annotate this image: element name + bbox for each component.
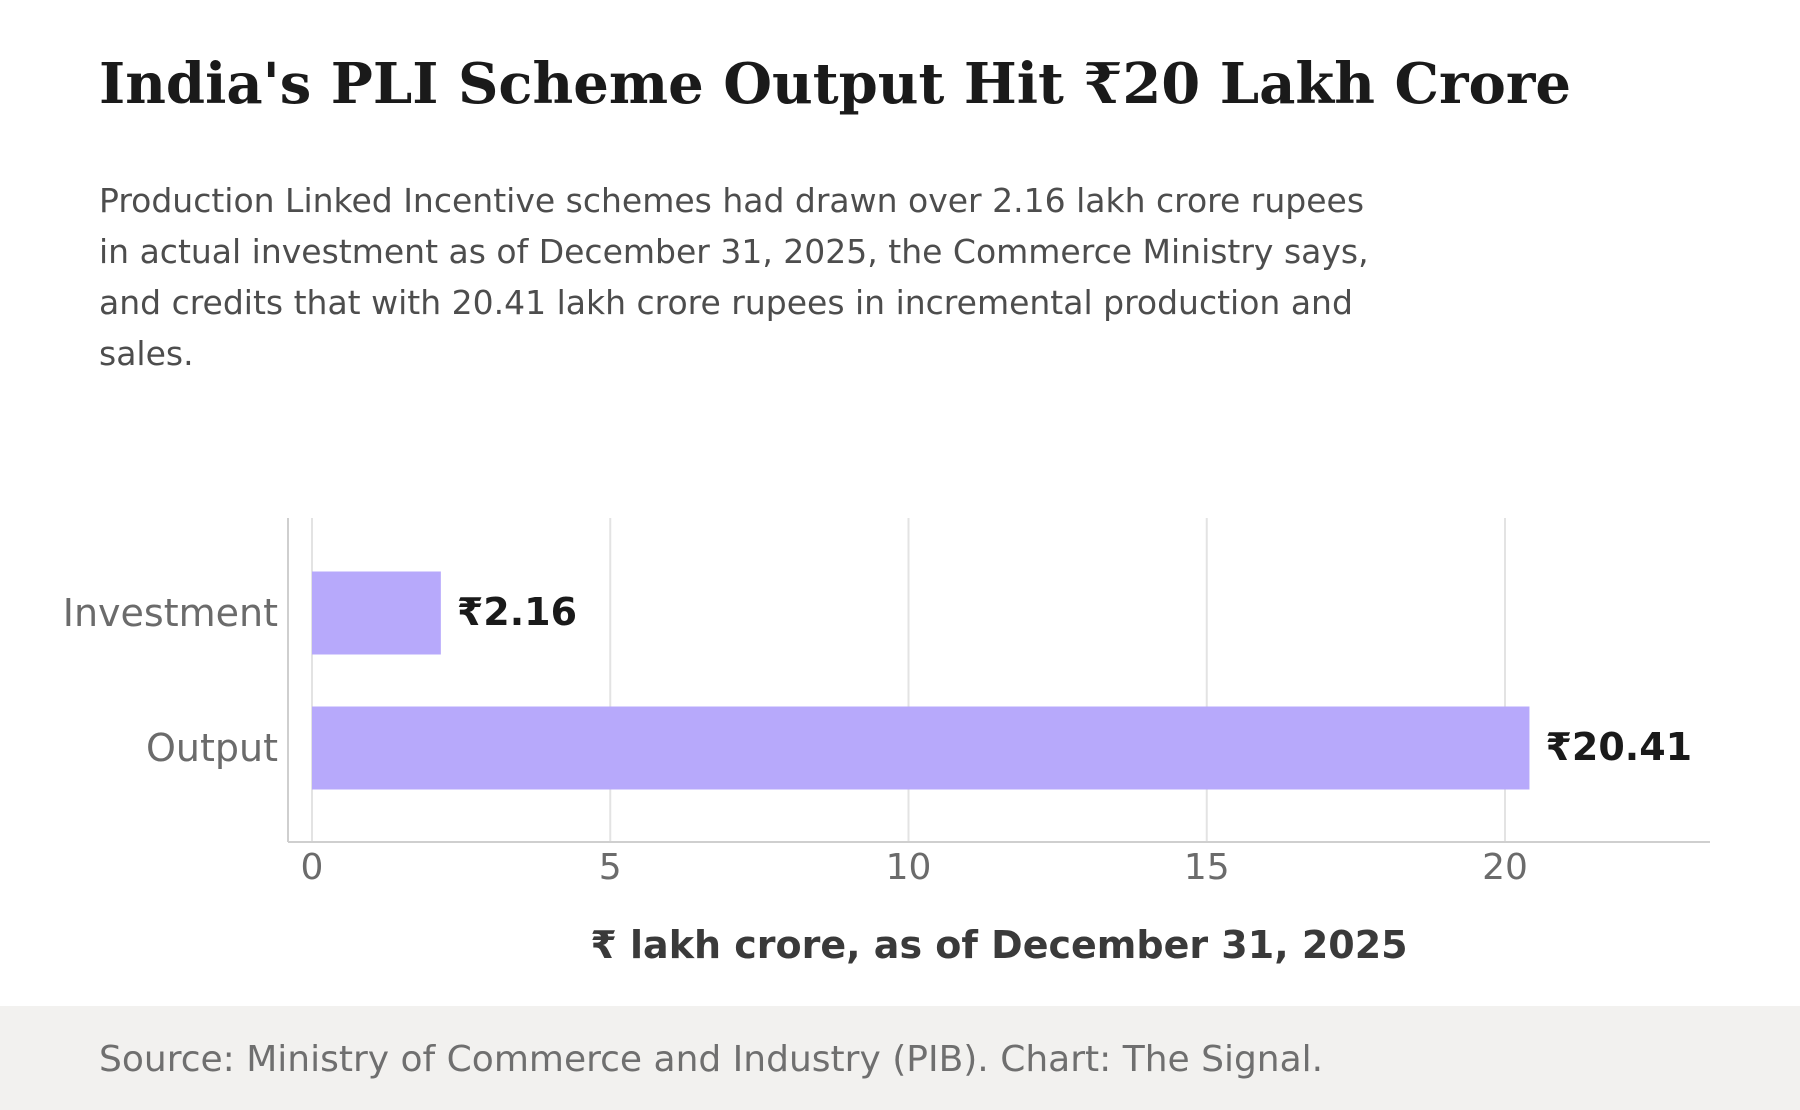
chart-title: India's PLI Scheme Output Hit ₹20 Lakh C… — [99, 51, 1571, 117]
x-tick-label: 10 — [886, 847, 932, 888]
bar-chart: 0 5 10 15 20 Investment ₹2.16 Output ₹20.41 ₹ lak… — [63, 518, 1710, 967]
axes — [287, 518, 1710, 843]
source-note: Source: Ministry of Commerce and Industr… — [99, 1039, 1324, 1080]
y-category-label: Output — [146, 726, 278, 770]
x-tick-label: 0 — [301, 847, 324, 888]
data-label: ₹2.16 — [457, 590, 577, 634]
chart-subtitle: Production Linked Incentive schemes had … — [99, 181, 1369, 373]
y-category-label: Investment — [63, 591, 278, 635]
x-tick-label: 20 — [1482, 847, 1528, 888]
data-label: ₹20.41 — [1545, 725, 1692, 769]
footer: Source: Ministry of Commerce and Industr… — [0, 1006, 1800, 1110]
bars — [312, 571, 1530, 790]
gridlines — [311, 518, 1506, 842]
bar — [312, 571, 441, 655]
x-tick-label: 15 — [1184, 847, 1230, 888]
x-axis-title: ₹ lakh crore, as of December 31, 2025 — [590, 923, 1407, 967]
labels: 0 5 10 15 20 Investment ₹2.16 Output ₹20.41 ₹ lak… — [63, 590, 1692, 967]
bar — [312, 706, 1530, 790]
x-tick-label: 5 — [599, 847, 622, 888]
